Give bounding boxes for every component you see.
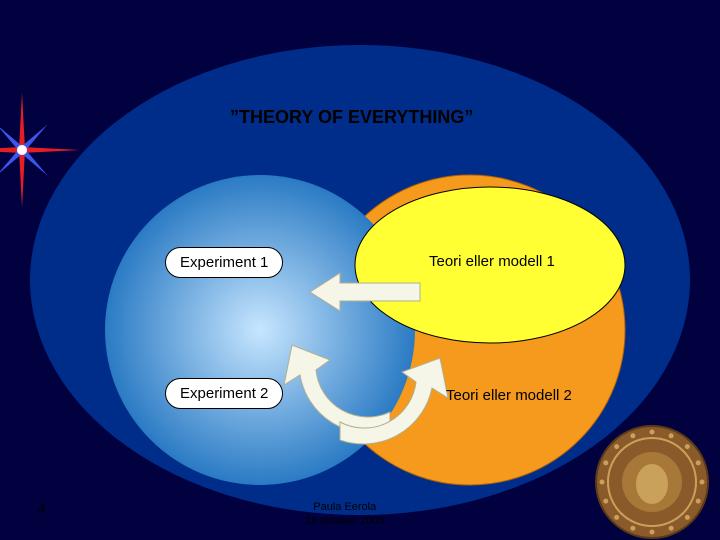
label-experiment-1: Experiment 1 <box>165 247 283 278</box>
footer: Paula Eerola 18 oktober 2005 <box>305 500 385 529</box>
diagram-svg <box>0 0 720 540</box>
footer-author: Paula Eerola <box>305 500 385 514</box>
label-teori-1: Teori eller modell 1 <box>415 247 569 276</box>
label-experiment-2: Experiment 2 <box>165 378 283 409</box>
footer-date: 18 oktober 2005 <box>305 514 385 528</box>
slide-title: ”THEORY OF EVERYTHING” <box>230 107 473 128</box>
label-teori-2: Teori eller modell 2 <box>432 381 586 410</box>
seal-icon <box>596 426 708 538</box>
slide: ”THEORY OF EVERYTHING” Experiment 1 Teor… <box>0 0 720 540</box>
slide-number: 4 <box>38 500 46 516</box>
